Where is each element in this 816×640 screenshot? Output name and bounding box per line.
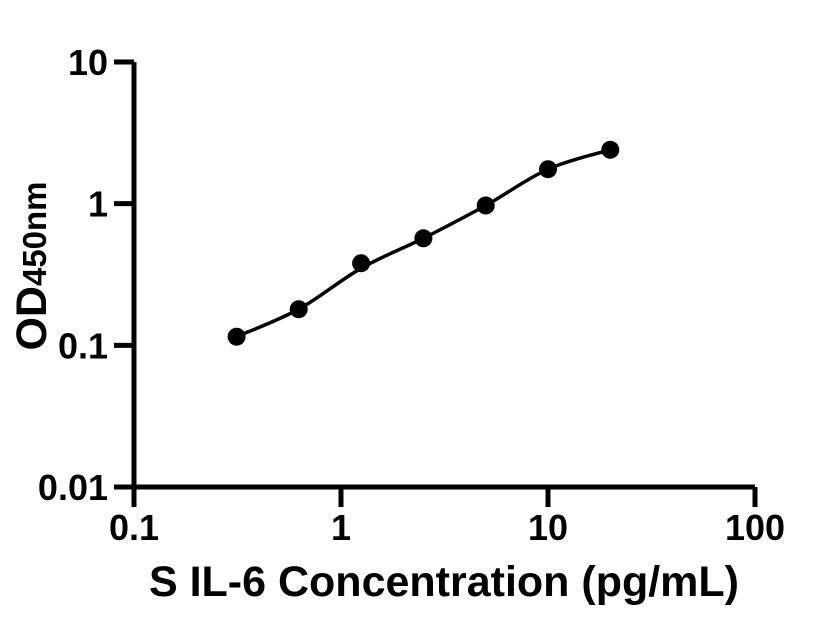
y-axis-title: OD450nm	[8, 181, 56, 350]
y-axis-title-subscript: 450nm	[16, 181, 53, 286]
y-tick-label: 1	[88, 184, 108, 225]
data-point-marker	[414, 229, 433, 248]
x-tick-label: 0.1	[109, 507, 159, 548]
x-tick-label: 100	[725, 507, 785, 548]
y-tick-label: 0.1	[58, 325, 108, 366]
data-point-marker	[601, 140, 620, 159]
data-point-marker	[227, 327, 246, 346]
x-tick-label: 1	[331, 507, 351, 548]
data-point-marker	[289, 300, 308, 319]
data-point-marker	[476, 196, 495, 215]
x-axis-title: S IL-6 Concentration (pg/mL)	[149, 558, 739, 606]
y-tick-label: 10	[68, 42, 108, 83]
x-tick-label: 10	[528, 507, 568, 548]
y-tick-label: 0.01	[38, 467, 108, 508]
y-axis-title-main: OD	[8, 286, 56, 351]
data-point-marker	[539, 160, 557, 179]
data-point-marker	[352, 254, 371, 273]
data-series-layer	[227, 140, 620, 346]
